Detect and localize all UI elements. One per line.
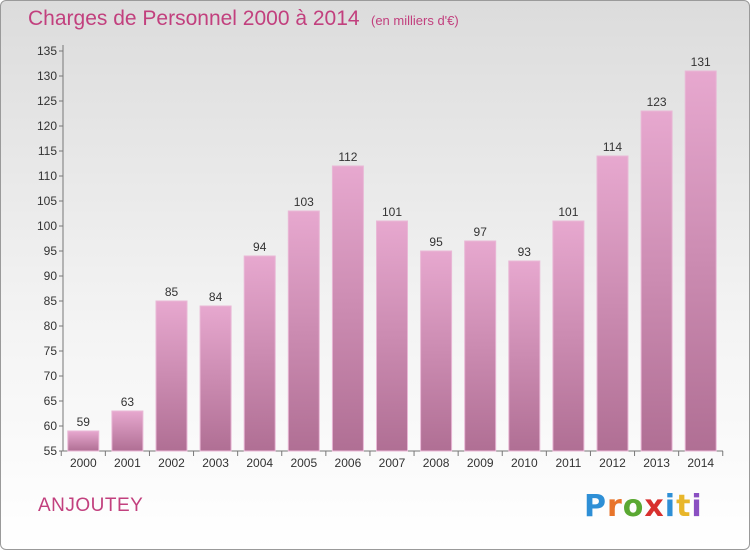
- data-label-2000: 59: [77, 415, 91, 429]
- bar-2013: [640, 110, 673, 452]
- data-label-2007: 101: [382, 205, 402, 219]
- y-tick-label: 70: [44, 369, 58, 383]
- chart-title: Charges de Personnel 2000 à 2014: [28, 7, 360, 30]
- data-label-2014: 131: [691, 55, 711, 69]
- y-tick-label: 85: [44, 294, 58, 308]
- x-tick-label-2005: 2005: [290, 456, 317, 470]
- chart-unit: (en milliers d'€): [371, 13, 459, 28]
- y-tick-label: 120: [37, 119, 57, 133]
- y-tick-label: 80: [44, 319, 58, 333]
- x-tick-label-2014: 2014: [687, 456, 714, 470]
- logo-letter: x: [644, 489, 665, 524]
- bar-2007: [376, 220, 408, 452]
- x-tick-label-2001: 2001: [114, 456, 141, 470]
- bar-2010: [508, 260, 541, 452]
- bar-2005: [287, 210, 320, 452]
- bar-2001: [111, 410, 144, 452]
- bar-2004: [243, 255, 276, 452]
- x-tick-label-2008: 2008: [423, 456, 450, 470]
- x-tick-label-2007: 2007: [379, 456, 406, 470]
- x-tick-label-2004: 2004: [246, 456, 273, 470]
- data-label-2008: 95: [429, 235, 443, 249]
- x-tick-label-2000: 2000: [70, 456, 97, 470]
- y-tick-label: 100: [37, 219, 57, 233]
- data-label-2003: 84: [209, 290, 223, 304]
- data-label-2009: 97: [474, 225, 488, 239]
- data-label-2012: 114: [603, 140, 622, 154]
- data-label-2010: 93: [518, 245, 532, 259]
- y-tick-label: 65: [44, 394, 58, 408]
- y-tick-label: 125: [37, 94, 57, 108]
- logo-letter: i: [664, 489, 677, 524]
- data-label-2006: 112: [338, 150, 357, 164]
- bar-2011: [552, 220, 585, 452]
- y-tick-label: 95: [44, 244, 58, 258]
- data-label-2004: 94: [253, 240, 267, 254]
- bar-2014: [684, 70, 717, 452]
- bar-2008: [420, 250, 453, 452]
- bar-2012: [596, 155, 629, 452]
- data-label-2005: 103: [294, 195, 314, 209]
- bar-2006: [331, 165, 364, 452]
- city-name: ANJOUTEY: [38, 495, 144, 516]
- x-tick-label-2013: 2013: [643, 456, 670, 470]
- x-tick-label-2010: 2010: [511, 456, 538, 470]
- bar-2002: [155, 300, 188, 452]
- y-tick-label: 60: [44, 419, 58, 433]
- y-tick-label: 55: [44, 444, 58, 458]
- y-tick-label: 115: [38, 144, 57, 158]
- data-label-2001: 63: [121, 395, 135, 409]
- x-tick-label-2009: 2009: [467, 456, 494, 470]
- y-tick-label: 75: [44, 344, 58, 358]
- x-tick-label-2003: 2003: [202, 456, 229, 470]
- logo-letter: P: [584, 489, 607, 524]
- bar-2000: [67, 430, 100, 452]
- logo-letter: r: [607, 489, 623, 524]
- x-tick-label-2012: 2012: [599, 456, 626, 470]
- data-label-2013: 123: [647, 95, 667, 109]
- y-tick-label: 90: [44, 269, 58, 283]
- y-tick-label: 105: [37, 194, 57, 208]
- logo-letter: o: [622, 489, 645, 524]
- bar-2009: [464, 240, 497, 452]
- y-tick-label: 110: [38, 169, 57, 183]
- y-tick-label: 135: [37, 44, 57, 58]
- logo-letter: i: [691, 489, 703, 524]
- x-tick-label-2006: 2006: [335, 456, 362, 470]
- x-tick-label-2002: 2002: [158, 456, 185, 470]
- data-label-2011: 101: [558, 205, 578, 219]
- bar-2003: [199, 305, 232, 452]
- proxiti-logo: Proxiti: [584, 489, 703, 524]
- y-tick-label: 130: [37, 69, 57, 83]
- x-tick-label-2011: 2011: [555, 456, 581, 470]
- data-label-2002: 85: [165, 285, 179, 299]
- logo-letter: t: [676, 489, 692, 524]
